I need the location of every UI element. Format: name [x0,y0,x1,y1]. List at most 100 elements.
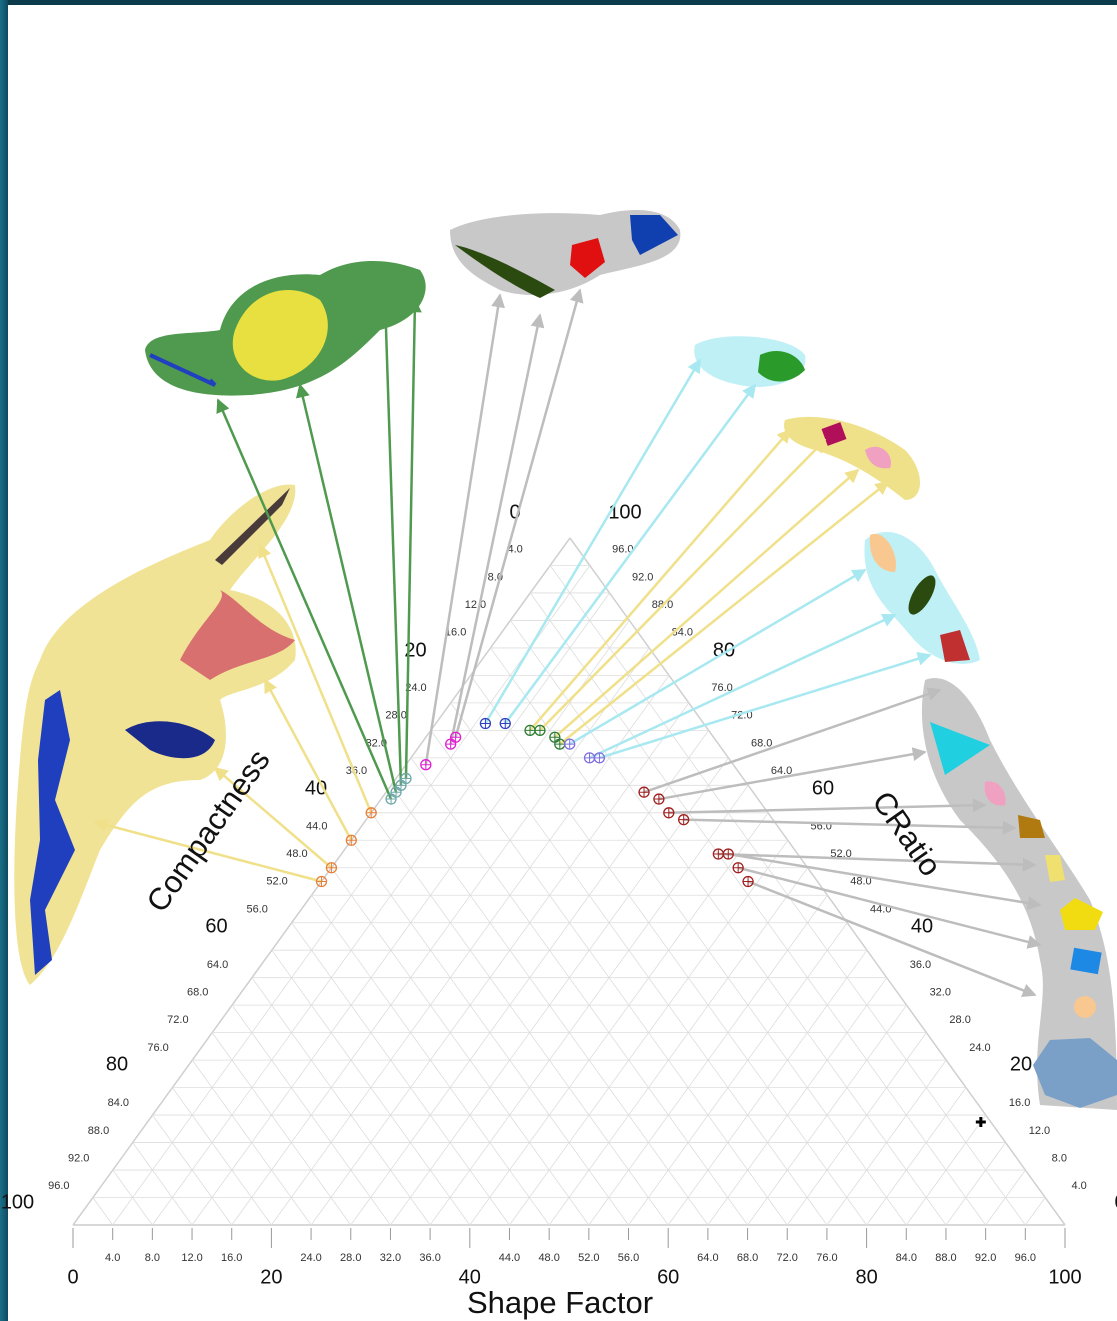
grid-line [291,922,510,1226]
point-cross [450,732,461,743]
shape [1070,947,1102,975]
arrow [658,747,927,801]
data-point [345,834,357,846]
grid-line [310,702,690,1226]
arrow [263,678,353,841]
arrow [504,383,757,725]
data-point [742,875,754,888]
bottom-tick-label: 68.0 [737,1252,758,1264]
grid-line [548,867,808,1226]
arrow [529,428,792,732]
bottom-tick-label: 44.0 [499,1252,520,1264]
data-point [365,807,377,819]
data-point [678,814,690,826]
arrow [216,398,393,800]
bottom-tick-label: 28.0 [340,1252,361,1264]
data-point [732,862,744,874]
data-point [583,752,596,764]
shape [865,446,891,469]
left-tick-label: 20 [404,639,426,661]
arrow [643,687,942,794]
bottom-tick-label: 4.0 [105,1252,120,1264]
arrow [747,880,1037,998]
arrow [683,818,1017,835]
left-tick-label: 28.0 [385,710,406,722]
left-tick-label: 12.0 [465,599,486,611]
arrow [484,358,702,725]
shape [908,575,936,615]
point-cross [653,794,664,805]
shape [930,722,990,775]
shape [1060,898,1103,930]
point-cross [678,814,689,825]
grid-line [112,1169,153,1226]
axis-title: Shape Factor [467,1285,653,1320]
point-cross [445,739,456,750]
bottom-tick-label: 64.0 [697,1252,718,1264]
point-cross [346,835,357,846]
bottom-tick-label: 92.0 [975,1252,996,1264]
grid-line [410,757,748,1226]
grid-line [588,895,828,1226]
left-tick-label: 0 [509,501,520,523]
bottom-tick-label: 72.0 [777,1252,798,1264]
right-tick-label: 12.0 [1029,1125,1050,1137]
bottom-tick-label: 100 [1048,1266,1081,1288]
grid-line [211,1032,352,1226]
point-cross [525,725,536,736]
bottom-tick-label: 48.0 [538,1252,559,1264]
left-tick-label: 32.0 [366,737,387,749]
point-cross [554,739,565,750]
point-cross [733,862,744,873]
right-tick-label: 100 [608,501,641,523]
shape [869,533,896,572]
point-cross [594,752,605,763]
shape [30,690,75,975]
point-cross [723,849,734,860]
shape [180,590,295,680]
grey-panel-2 [921,678,1117,1110]
right-tick-label: 28.0 [949,1014,970,1026]
shape [630,215,678,255]
arrow [295,383,398,793]
arrow [449,313,545,745]
right-tick-label: 4.0 [1072,1180,1087,1192]
grid-line [450,702,828,1226]
arrow [213,766,333,869]
data-point [663,807,675,819]
arrow [404,298,422,779]
data-point [325,862,338,874]
left-border [0,0,8,1321]
shape [821,422,847,446]
grid-line [370,812,669,1226]
grid-line [469,812,769,1226]
bottom-tick-label: 36.0 [419,1252,440,1264]
shape-panels [14,210,1117,1110]
grid-line [191,1059,312,1226]
tick-labels: 0004.04.04.08.08.08.012.012.012.016.016.… [1,501,1117,1288]
point-cross [743,876,754,887]
bottom-tick-label: 52.0 [578,1252,599,1264]
point-cross [584,752,595,763]
left-tick-label: 4.0 [508,544,523,556]
shape [215,488,290,565]
left-tick-label: 16.0 [445,627,466,639]
grid-line [1024,1197,1046,1226]
right-tick-label: 16.0 [1009,1097,1030,1109]
grid-line [786,1032,927,1226]
right-tick-label: 48.0 [850,876,871,888]
point-cross [663,807,674,818]
point-cross [500,718,511,729]
data-point [315,875,328,888]
shape [1018,815,1045,838]
data-point [975,1116,986,1127]
grid-line [172,1087,272,1226]
arrow [718,852,1037,872]
right-tick-label: 36.0 [910,959,931,971]
right-tick-label: 20 [1010,1053,1032,1075]
point-cross [480,718,491,729]
left-tick-label: 68.0 [187,986,208,998]
grid-line [152,1114,233,1226]
grid-line [826,1059,947,1226]
